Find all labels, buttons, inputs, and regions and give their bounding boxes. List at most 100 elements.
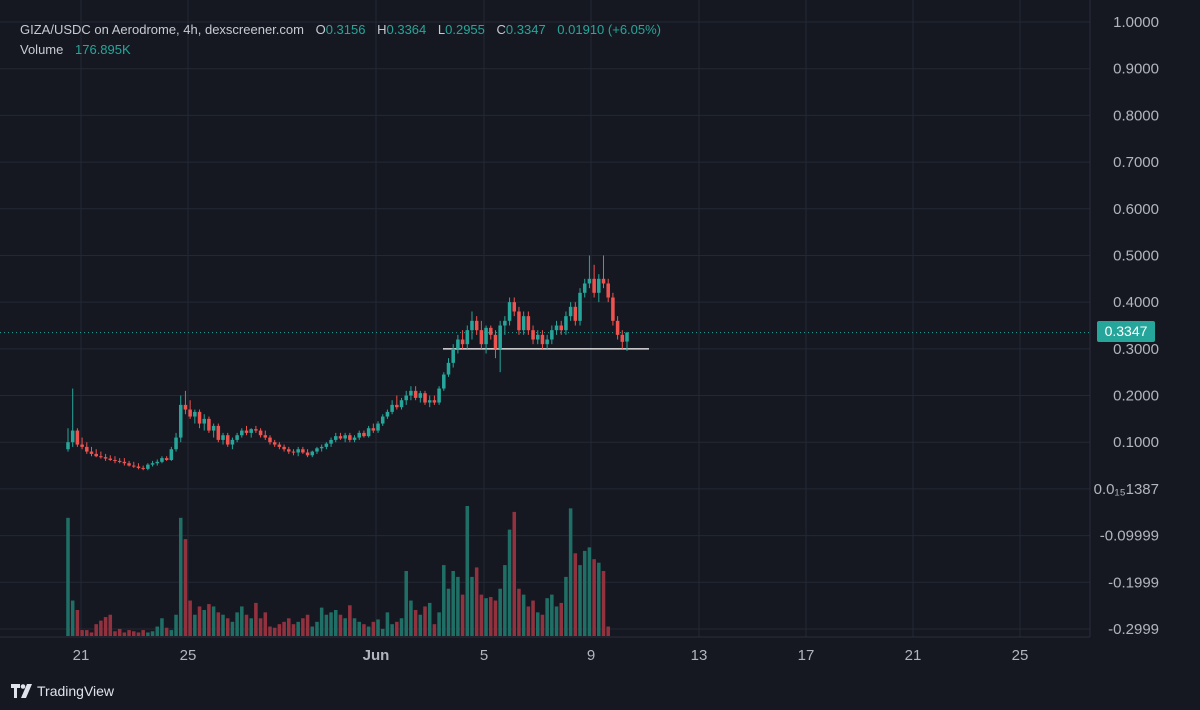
volume-bar <box>122 632 127 636</box>
candle-body <box>390 404 394 412</box>
volume-bar <box>470 576 474 636</box>
volume-bar <box>338 614 343 636</box>
candle-body <box>601 278 606 284</box>
volume-bar <box>272 627 277 636</box>
candle-body <box>587 278 592 284</box>
volume-bar <box>465 506 470 636</box>
volume-bar <box>535 612 540 636</box>
volume-label: Volume <box>20 42 64 57</box>
current-price-tag: 0.3347 <box>1097 321 1155 342</box>
volume-bar <box>526 606 531 636</box>
y-tick-label: -0.09999 <box>1100 528 1159 545</box>
volume-bar <box>362 624 366 636</box>
volume-bar <box>517 588 521 636</box>
volume-bar <box>578 565 582 636</box>
candle-body <box>535 334 540 340</box>
candle-body <box>207 418 211 431</box>
volume-bar <box>188 600 192 636</box>
volume-bar <box>366 626 371 636</box>
volume-bar <box>178 517 183 636</box>
tradingview-brand[interactable]: TradingView <box>11 683 114 699</box>
volume-bar <box>559 602 563 636</box>
candle-body <box>352 437 357 440</box>
volume-bar <box>540 614 545 636</box>
candle-body <box>564 316 568 331</box>
y-tick-label: 0.5000 <box>1113 247 1159 264</box>
volume-bar <box>451 571 455 636</box>
candle-body <box>141 467 145 469</box>
volume-bar <box>249 618 253 636</box>
candle-body <box>113 459 117 461</box>
volume-bar <box>197 606 202 636</box>
volume-bar <box>89 632 94 636</box>
candle-body <box>362 432 366 437</box>
high-label: H <box>377 22 387 37</box>
candle-body <box>460 339 465 345</box>
candle-body <box>268 437 272 443</box>
candle-body <box>582 283 587 293</box>
candle-body <box>366 428 371 437</box>
candle-body <box>305 452 310 456</box>
volume-bar <box>254 602 258 636</box>
y-tick-label: -0.2999 <box>1108 621 1159 638</box>
x-tick-label: Jun <box>363 647 390 664</box>
candle-body <box>225 435 230 445</box>
candle-body <box>301 449 305 453</box>
volume-bar <box>164 627 169 636</box>
volume-bar <box>277 624 282 636</box>
candle-body <box>103 457 108 459</box>
candle-body <box>75 430 80 445</box>
volume-bar <box>291 624 296 636</box>
volume-bar <box>423 606 427 636</box>
x-tick-label: 13 <box>691 647 708 664</box>
y-tick-label: 0.1000 <box>1113 434 1159 451</box>
volume-bar <box>141 630 145 636</box>
candle-body <box>573 306 578 321</box>
volume-bar <box>357 621 362 636</box>
candle-body <box>150 463 155 465</box>
volume-bar <box>446 588 451 636</box>
candle-body <box>376 423 380 431</box>
pair-title: GIZA/USDC on Aerodrome, 4h, dexscreener.… <box>20 22 304 37</box>
change-value: 0.01910 (+6.05%) <box>557 22 662 37</box>
volume-bar <box>94 624 98 636</box>
volume-bar <box>113 631 117 636</box>
chart-legend: GIZA/USDC on Aerodrome, 4h, dexscreener.… <box>20 20 661 60</box>
candle-body <box>465 330 470 345</box>
tradingview-logo-icon <box>11 684 32 698</box>
candle-body <box>230 439 235 445</box>
candle-body <box>324 443 329 447</box>
volume-bar <box>85 630 89 636</box>
candle-body <box>282 446 286 450</box>
candle-body <box>526 316 531 331</box>
open-value: 0.3156 <box>325 22 366 37</box>
volume-bar <box>390 624 394 636</box>
volume-bar <box>235 612 239 636</box>
low-value: 0.2955 <box>445 22 485 37</box>
candle-body <box>99 456 103 458</box>
volume-bar <box>225 618 230 636</box>
x-tick-label: 9 <box>587 647 595 664</box>
volume-bar <box>211 606 216 636</box>
volume-bar <box>117 628 122 636</box>
volume-bar <box>146 632 150 636</box>
candle-body <box>146 464 150 469</box>
volume-bar <box>310 626 315 636</box>
candle-body <box>451 348 455 363</box>
y-tick-label: 0.2000 <box>1113 388 1159 405</box>
volume-bar <box>554 606 559 636</box>
volume-bar <box>287 618 291 636</box>
candle-body <box>442 374 446 389</box>
volume-bar <box>601 571 606 636</box>
volume-bar <box>70 600 75 636</box>
volume-bar <box>282 621 286 636</box>
candle-body <box>108 458 113 460</box>
candle-body <box>197 411 202 424</box>
candle-body <box>423 393 427 403</box>
volume-bar <box>230 621 235 636</box>
candle-body <box>117 460 122 462</box>
candle-body <box>493 334 498 349</box>
y-tick-label: 0.4000 <box>1113 294 1159 311</box>
